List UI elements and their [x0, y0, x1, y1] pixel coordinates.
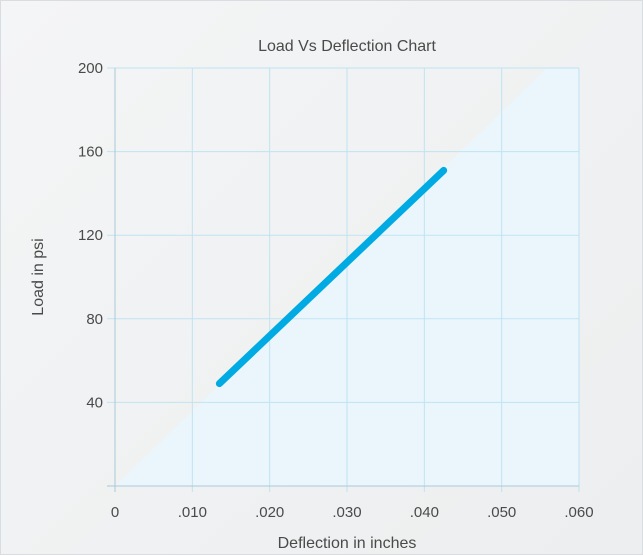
x-tick-label-4: .040	[410, 504, 439, 521]
y-tick-label-0: 40	[86, 394, 103, 411]
axes	[107, 68, 579, 492]
x-tick-label-3: .030	[332, 504, 361, 521]
tick-labels: 0 .010 .020 .030 .040 .050 .060 40 80 120 160 200	[78, 60, 594, 521]
y-axis-label: Load in psi	[30, 238, 47, 315]
y-tick-label-1: 80	[86, 311, 103, 328]
series-layer	[215, 166, 448, 388]
y-tick-label-3: 160	[78, 144, 103, 161]
y-tick-label-2: 120	[78, 227, 103, 244]
chart-title: Load Vs Deflection Chart	[258, 38, 436, 55]
y-tick-label-4: 200	[78, 60, 103, 77]
x-tick-label-6: .060	[564, 504, 593, 521]
x-tick-label-5: .050	[487, 504, 516, 521]
x-tick-label-1: .010	[178, 504, 207, 521]
series-line-0	[215, 166, 448, 388]
x-tick-label-2: .020	[255, 504, 284, 521]
x-axis-label: Deflection in inches	[278, 535, 417, 552]
x-tick-label-0: 0	[111, 504, 119, 521]
